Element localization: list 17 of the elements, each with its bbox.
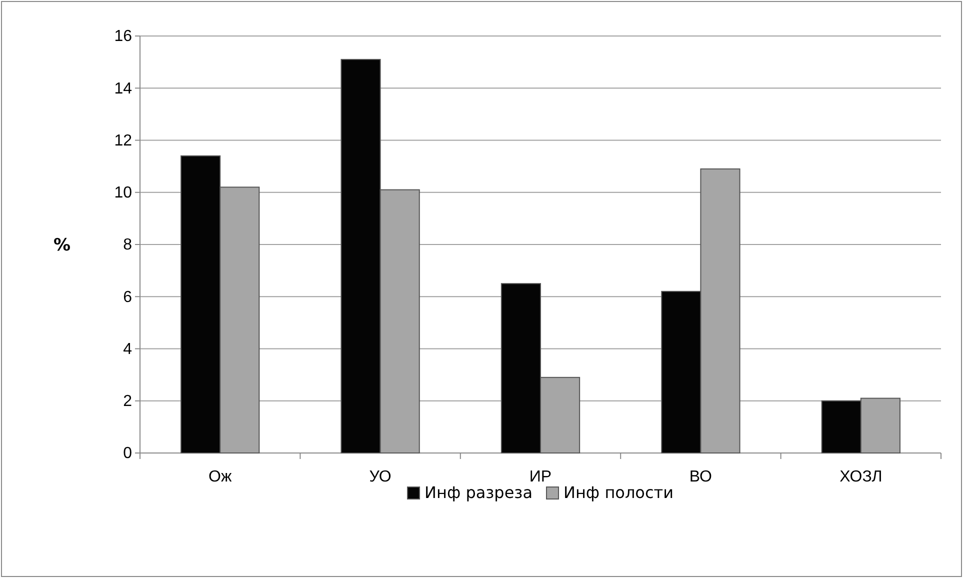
legend-label: Инф разреза bbox=[424, 483, 532, 502]
y-tick-label: 8 bbox=[123, 236, 132, 254]
y-axis-title: % bbox=[53, 236, 71, 256]
x-tick-label: УО bbox=[369, 468, 392, 486]
x-tick-label: ИР bbox=[529, 468, 552, 486]
y-tick-label: 12 bbox=[114, 132, 132, 150]
y-tick-label: 6 bbox=[123, 288, 132, 306]
x-tick-label: ВО bbox=[689, 468, 712, 486]
x-tick-label: ХОЗЛ bbox=[840, 468, 882, 486]
y-tick-label: 16 bbox=[114, 28, 132, 46]
y-tick-label: 14 bbox=[114, 80, 132, 98]
y-tick-label: 0 bbox=[123, 445, 132, 462]
legend-label: Инф полости bbox=[564, 483, 674, 502]
x-tick-label: Ож bbox=[208, 468, 232, 486]
y-tick-label: 2 bbox=[123, 392, 132, 410]
y-tick-label: 4 bbox=[123, 340, 132, 358]
y-tick-label: 10 bbox=[114, 184, 132, 202]
